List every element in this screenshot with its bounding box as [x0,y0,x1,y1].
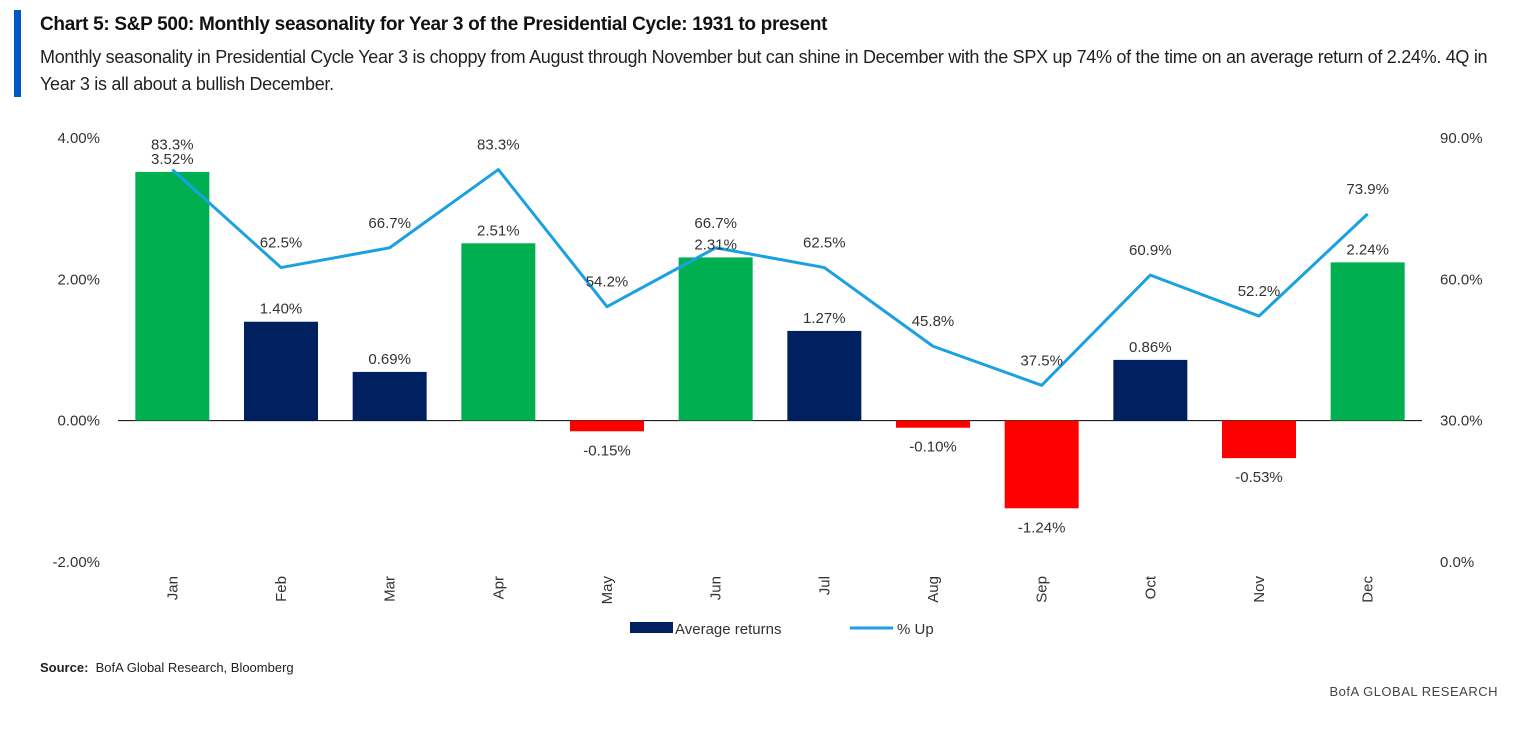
category-label: Oct [1142,575,1159,599]
line-value-label: 62.5% [803,235,846,252]
bar-may [570,420,644,432]
bar-value-label: 0.86% [1129,339,1172,356]
bar-value-label: -0.53% [1235,469,1283,486]
bar-aug [896,420,970,428]
category-label: Aug [925,576,942,603]
category-label: Jan [164,576,181,600]
right-axis-tick-label: 30.0% [1440,413,1483,430]
legend-bar-label: Average returns [675,621,781,638]
bar-oct [1113,359,1188,421]
bar-sep [1004,420,1079,509]
legend-line-label: % Up [897,621,934,638]
bar-value-label: 1.27% [803,310,846,327]
bar-feb [244,321,318,421]
line-value-label: 66.7% [368,215,411,232]
line-value-label: 37.5% [1020,352,1063,369]
brand-footer: BofA GLOBAL RESEARCH [1329,684,1498,699]
right-axis-tick-label: 0.0% [1440,554,1474,571]
source-label: Source: [40,660,89,675]
line-value-label: 62.5% [260,235,303,252]
category-label: Feb [273,576,290,602]
category-label: Apr [490,576,507,599]
bar-mar [352,371,427,421]
line-value-label: 66.7% [694,215,737,232]
chart-subtitle: Monthly seasonality in Presidential Cycl… [40,47,1488,94]
left-axis-tick-label: 0.00% [57,413,100,430]
right-axis-tick-label: 90.0% [1440,130,1483,147]
chart-title: Chart 5: S&P 500: Monthly seasonality fo… [40,14,828,35]
bar-value-label: 1.40% [260,301,303,318]
bar-jun [678,257,753,421]
line-value-label: 52.2% [1238,283,1281,300]
category-label: Mar [382,576,399,602]
line-value-label: 60.9% [1129,242,1172,259]
line-value-label: 54.2% [586,274,629,291]
bar-value-label: -0.10% [909,439,957,456]
bar-value-label: 2.51% [477,222,520,239]
left-axis-tick-label: -2.00% [52,554,100,571]
bar-value-label: 0.69% [368,351,411,368]
category-label: Nov [1251,576,1268,603]
category-label: Jul [816,576,833,595]
category-label: May [599,576,616,605]
bar-value-label: -0.15% [583,442,631,459]
bar-jan [135,171,210,421]
title-accent-bar [14,10,21,97]
bar-nov [1222,420,1296,459]
category-label: Jun [708,576,725,600]
bar-apr [461,243,536,421]
bar-value-label: 2.24% [1346,241,1389,258]
line-value-label: 83.3% [151,137,194,154]
left-axis-tick-label: 4.00% [57,130,100,147]
pct-up-line [171,168,1369,387]
category-label: Sep [1034,576,1051,603]
left-axis-tick-label: 2.00% [57,271,100,288]
bar-jul [787,330,862,421]
bar-value-label: 2.31% [694,236,737,253]
bar-value-label: 3.52% [151,151,194,168]
source-text: BofA Global Research, Bloomberg [95,660,294,675]
line-value-label: 83.3% [477,137,520,154]
right-axis-tick-label: 60.0% [1440,271,1483,288]
source-note: Source: BofA Global Research, Bloomberg [40,660,294,675]
legend-bar-swatch [630,622,673,633]
bar-dec [1330,262,1405,421]
line-value-label: 73.9% [1346,181,1389,198]
line-value-label: 45.8% [912,313,955,330]
bar-value-label: -1.24% [1018,519,1066,536]
category-label: Dec [1360,576,1377,603]
